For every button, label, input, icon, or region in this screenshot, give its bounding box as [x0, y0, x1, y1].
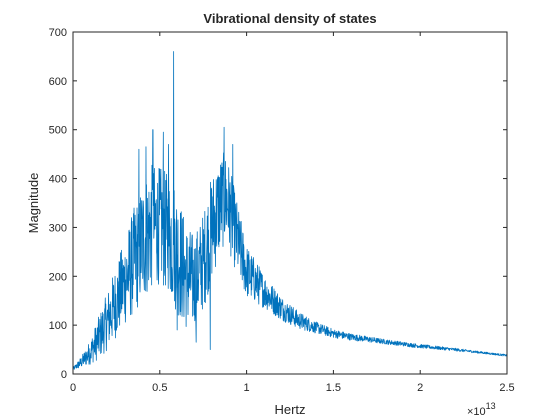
series-line [72, 51, 508, 370]
x-axis-ticks: 0 0.5 1 1.5 2 2.5 [70, 32, 515, 394]
y-tick-label: 100 [49, 320, 67, 332]
y-axis-label: Magnitude [26, 173, 41, 234]
x-tick-label: 1 [244, 382, 250, 394]
x-tick-label: 2 [417, 382, 423, 394]
y-tick-label: 200 [49, 271, 67, 283]
y-tick-label: 500 [49, 125, 67, 137]
x-tick-label: 1.5 [326, 382, 341, 394]
y-tick-label: 700 [49, 27, 67, 39]
chart-title: Vibrational density of states [203, 11, 376, 26]
x-tick-label: 0 [70, 382, 76, 394]
x-axis-exponent-base: ×10 [467, 406, 486, 418]
y-tick-label: 300 [49, 222, 67, 234]
y-tick-label: 400 [49, 174, 67, 186]
y-axis-ticks: 0 100 200 300 400 500 600 700 [49, 27, 507, 381]
y-tick-label: 0 [61, 369, 67, 381]
x-axis-label: Hertz [274, 402, 305, 417]
axes-box [72, 31, 508, 375]
x-axis-exponent: ×1013 [467, 401, 496, 418]
plot-area [73, 32, 507, 374]
x-tick-label: 0.5 [152, 382, 167, 394]
x-tick-label: 2.5 [499, 382, 514, 394]
x-axis-exponent-power: 13 [486, 401, 496, 411]
series-layer [72, 51, 508, 370]
y-tick-label: 600 [49, 76, 67, 88]
